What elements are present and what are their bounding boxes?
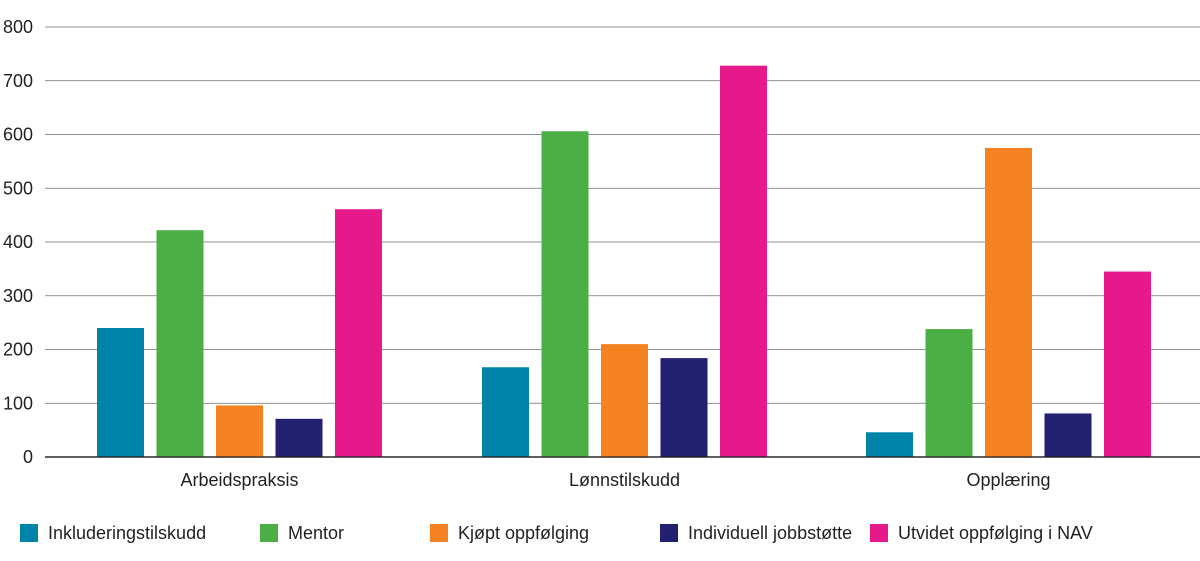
bars — [97, 65, 1151, 457]
y-tick-label: 400 — [3, 232, 33, 252]
bar — [156, 230, 204, 457]
legend-label: Mentor — [288, 522, 345, 543]
legend-item: Utvidet oppfølging i NAV — [870, 518, 1093, 548]
legend-item: Individuell jobbstøtte — [660, 518, 852, 548]
legend-label: Individuell jobbstøtte — [688, 522, 853, 543]
bar — [97, 328, 144, 457]
bar — [275, 418, 323, 457]
bar — [985, 147, 1032, 457]
y-tick-label: 500 — [3, 178, 33, 198]
bar — [482, 367, 529, 457]
bar — [216, 405, 263, 457]
bar — [335, 209, 382, 457]
legend-label: Kjøpt oppfølging — [458, 522, 590, 543]
legend-label: Utvidet oppfølging i NAV — [898, 522, 1093, 543]
y-tick-label: 200 — [3, 340, 33, 360]
y-axis-ticks: 0 100 200 300 400 500 600 700 800 — [3, 17, 33, 467]
legend-swatch — [870, 524, 888, 542]
bar — [1044, 413, 1092, 457]
legend-item: Kjøpt oppfølging — [430, 518, 589, 548]
x-axis-labels: Arbeidspraksis Lønnstilskudd Opplæring — [180, 470, 1050, 490]
bar — [866, 432, 913, 457]
bar — [601, 344, 648, 457]
y-tick-label: 0 — [23, 447, 33, 467]
bar — [660, 358, 708, 457]
legend-swatch — [260, 524, 278, 542]
legend-swatch — [430, 524, 448, 542]
y-tick-label: 100 — [3, 393, 33, 413]
legend-item: Inkluderingstilskudd — [20, 518, 206, 548]
legend-item: Mentor — [260, 518, 344, 548]
legend-swatch — [660, 524, 678, 542]
x-category-label: Lønnstilskudd — [569, 470, 680, 490]
y-tick-label: 800 — [3, 17, 33, 37]
bar — [925, 329, 973, 457]
bar — [1104, 271, 1151, 457]
legend-label: Inkluderingstilskudd — [48, 522, 207, 543]
y-tick-label: 300 — [3, 286, 33, 306]
bar — [541, 131, 589, 457]
bar — [720, 65, 767, 457]
x-category-label: Opplæring — [966, 470, 1050, 490]
legend: Inkluderingstilskudd Mentor Kjøpt oppfølgi… — [0, 518, 1200, 548]
legend-swatch — [20, 524, 38, 542]
y-tick-label: 700 — [3, 71, 33, 91]
x-category-label: Arbeidspraksis — [180, 470, 298, 490]
y-tick-label: 600 — [3, 125, 33, 145]
